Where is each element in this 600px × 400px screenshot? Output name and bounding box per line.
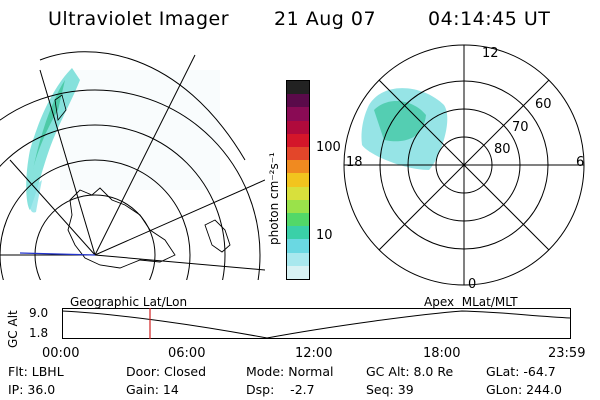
- status-seq: Seq: 39: [366, 382, 414, 397]
- colorbar-band: [287, 173, 309, 187]
- timeline-xtick-4: 23:59: [548, 346, 586, 361]
- lat-label-60: 60: [535, 97, 552, 112]
- status-filter: Flt: LBHL: [8, 364, 64, 379]
- status-dsp: Dsp: -2.7: [246, 382, 315, 397]
- colorbar-band: [287, 186, 309, 200]
- mlt-label-18: 18: [346, 155, 363, 170]
- geographic-label: Geographic Lat/Lon: [70, 295, 188, 309]
- mlt-label-12: 12: [482, 46, 499, 61]
- instrument-title: Ultraviolet Imager: [48, 8, 230, 30]
- altitude-timeline: [62, 308, 572, 339]
- colorbar-band: [287, 147, 309, 161]
- colorbar-band: [287, 94, 309, 108]
- timeline-ytick-bottom: 1.8: [29, 326, 49, 340]
- timeline-axis-label: GC Alt: [6, 310, 20, 348]
- geographic-map: [0, 51, 265, 280]
- lat-label-80: 80: [494, 142, 511, 157]
- colorbar-band: [287, 265, 309, 280]
- timeline-xtick-0: 00:00: [42, 346, 80, 361]
- status-glat: GLat: -64.7: [486, 364, 556, 379]
- colorbar-band: [287, 199, 309, 214]
- date-label: 21 Aug 07: [274, 8, 377, 30]
- status-ip: IP: 36.0: [8, 382, 56, 397]
- timeline-xtick-2: 12:00: [295, 346, 333, 361]
- colorbar-band: [287, 160, 309, 174]
- colorbar-band: [287, 239, 309, 253]
- colorbar-tick-100: 100: [316, 140, 341, 155]
- colorbar-band: [287, 213, 309, 227]
- colorbar-tick-10: 10: [316, 228, 333, 243]
- colorbar-band: [287, 226, 309, 240]
- status-door: Door: Closed: [126, 364, 207, 379]
- time-label: 04:14:45 UT: [428, 8, 551, 30]
- timeline-xtick-3: 18:00: [423, 346, 461, 361]
- mlt-label-0: 0: [468, 277, 477, 292]
- colorbar-band: [287, 252, 309, 266]
- colorbar-band: [287, 133, 309, 148]
- status-gc-alt: GC Alt: 8.0 Re: [366, 364, 454, 379]
- colorbar-unit-label: photon cm⁻²s⁻¹: [267, 152, 281, 245]
- colorbar-band: [287, 120, 309, 134]
- lat-label-70: 70: [512, 120, 529, 135]
- status-mode: Mode: Normal: [246, 364, 334, 379]
- status-gain: Gain: 14: [126, 382, 179, 397]
- mlt-label-6: 6: [576, 155, 585, 170]
- apex-label: Apex MLat/MLT: [424, 295, 518, 309]
- colorbar-band: [287, 107, 309, 121]
- colorbar: [286, 80, 310, 280]
- status-glon: GLon: 244.0: [486, 382, 562, 397]
- colorbar-band: [287, 81, 309, 95]
- timeline-ytick-top: 9.0: [29, 306, 49, 320]
- polar-plot: [343, 44, 585, 286]
- timeline-xtick-1: 06:00: [168, 346, 206, 361]
